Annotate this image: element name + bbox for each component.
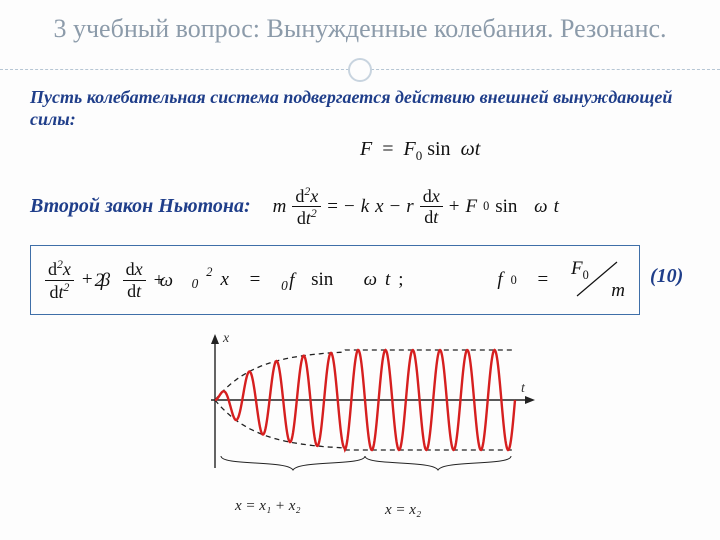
F0b: F [465,196,477,218]
oscillation-graph: x t x = x₁ + x₂ x = x₂ [175,330,555,530]
x3: x [432,186,440,206]
f: f [289,270,294,292]
sub0b: 0 [483,199,489,214]
sin: sin [427,138,450,160]
newton-label: Второй закон Ньютона: [30,195,251,218]
eq2: = [538,269,549,291]
s2b: 2 [64,281,70,294]
frac-d2x-dt2: d2x dt2 [292,185,321,228]
f0eq: f [497,269,502,291]
x2: x [375,196,383,218]
eq: = [327,196,338,218]
sym-F0: F [404,138,416,160]
omega-b: ω [160,270,173,292]
t3: t [554,196,559,218]
newton-equation: m d2x dt2 = −kx − r dx dt + F0 sin ωt [273,185,559,228]
sub-0: 0 [416,148,423,163]
et2: t [136,281,141,301]
ex2: x [135,259,143,279]
d4: d [424,207,433,227]
equation-10-box: d2x dt2 + β 2 dx dt + ω 0 2 x = f 0 sin … [30,245,640,315]
t4: t [385,269,390,291]
omega: ω [461,138,475,160]
d2: d [297,208,306,228]
intro-text: Пусть колебательная система подвергается… [0,82,720,133]
f0s2: 0 [511,273,517,288]
d3: d [423,186,432,206]
graph-svg: x t [175,330,555,530]
semi: ; [398,269,403,291]
page-title: 3 учебный вопрос: Вынужденные колебания.… [0,0,720,54]
sin3: sin [311,269,333,291]
sup2b: 2 [311,207,317,220]
t2: t [433,207,438,227]
plus: + [449,196,460,218]
sym-m: m [273,196,287,218]
ring-ornament [348,58,372,82]
minus: − [344,196,355,218]
ex: x [63,259,71,279]
divider [0,58,720,82]
sq: 2 [206,265,212,280]
two-l: 2 [95,270,105,292]
sym-eq: = [382,138,393,160]
omega2: ω [534,196,547,218]
x: x [310,186,318,206]
diag-frac: F0 m [569,260,625,300]
eq-s: = [250,269,261,291]
sym-F: F [360,138,372,160]
plus-a: + [82,269,93,291]
m-den: m [611,280,625,302]
sub0c: 0 [192,276,199,292]
k: k [361,196,369,218]
frac1: d2x dt2 [45,258,74,301]
omega3: ω [364,269,377,291]
label-x1x2: x = x₁ + x₂ [235,498,301,515]
label-x2: x = x₂ [385,502,421,519]
sin2: sin [495,196,517,218]
xeq: x [220,269,228,291]
svg-text:x: x [222,331,230,346]
f0s: 0 [281,278,288,294]
newton-row: Второй закон Ньютона: m d2x dt2 = −kx − … [30,185,690,228]
frac-dx-dt: dx dt [420,186,443,227]
force-equation: F = F0 sin ωt [360,138,480,164]
frac2: dx dt [123,259,146,300]
sym-t: t [475,138,481,160]
minus2: − [390,196,401,218]
svg-text:t: t [521,381,526,396]
equation-number: (10) [650,265,683,288]
r: r [406,196,413,218]
